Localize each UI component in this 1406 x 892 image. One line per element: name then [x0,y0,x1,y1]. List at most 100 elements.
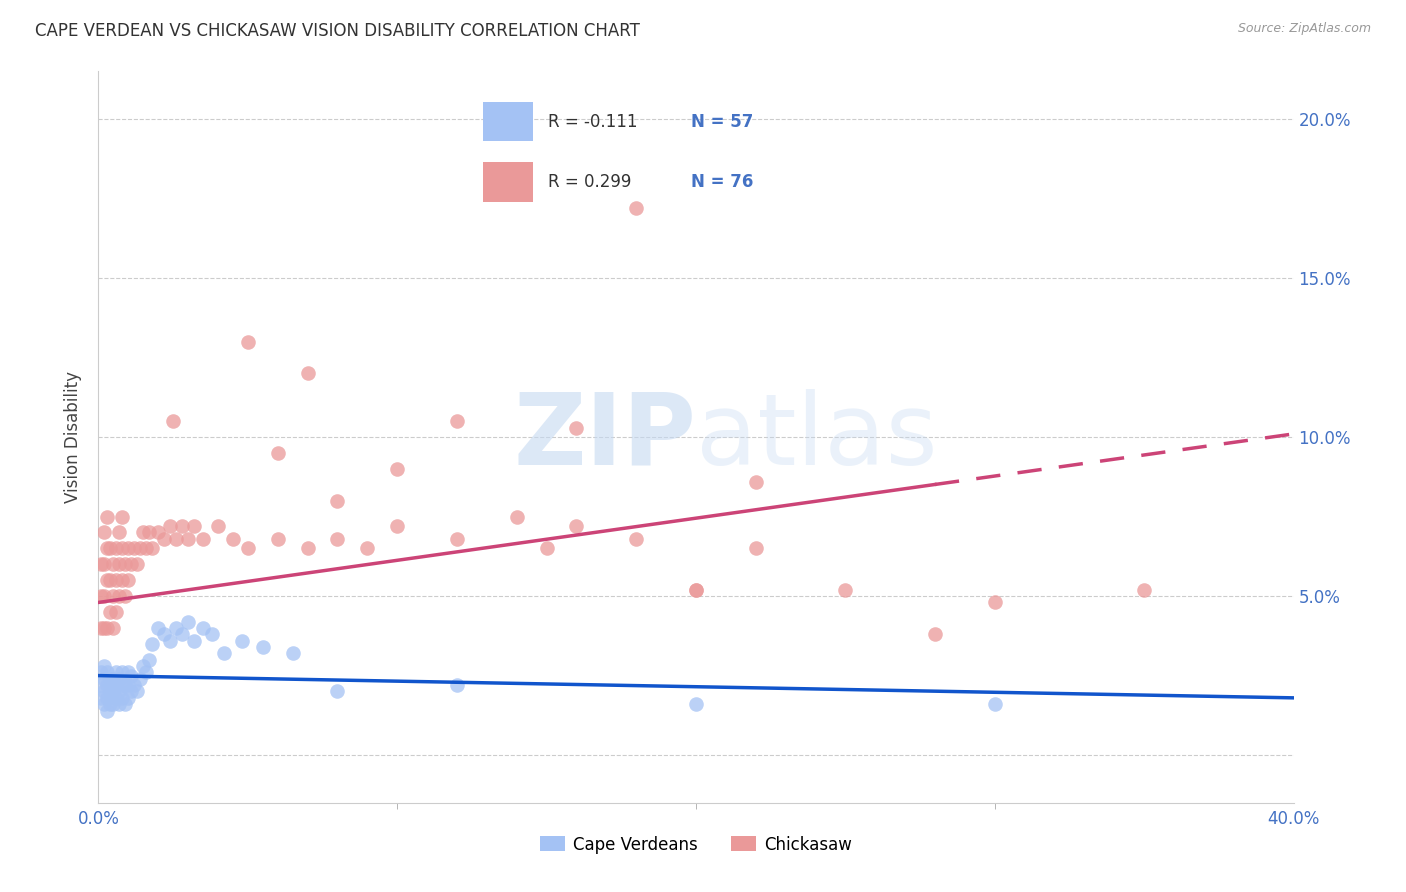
Point [212,646,235,660]
Point [446,414,468,428]
Point [90,678,112,692]
Point [326,684,349,698]
Point [129,672,152,686]
Point [536,541,558,556]
Point [111,665,134,680]
Point [127,684,149,698]
Point [111,690,134,705]
Point [96,573,118,587]
Point [108,697,131,711]
Point [132,525,155,540]
Point [297,541,319,556]
Point [103,558,125,572]
Point [326,493,349,508]
Text: CAPE VERDEAN VS CHICKASAW VISION DISABILITY CORRELATION CHART: CAPE VERDEAN VS CHICKASAW VISION DISABIL… [35,22,640,40]
Point [111,509,134,524]
Point [127,558,149,572]
Point [236,334,259,349]
Point [93,589,115,603]
Point [96,665,118,680]
Point [93,525,115,540]
Point [141,637,163,651]
Text: Source: ZipAtlas.com: Source: ZipAtlas.com [1237,22,1371,36]
Point [685,582,707,597]
Point [1133,582,1156,597]
Point [159,519,181,533]
Point [385,462,409,476]
Point [105,573,128,587]
Point [98,672,122,686]
Point [98,541,122,556]
Point [111,541,134,556]
Point [105,541,128,556]
Point [90,690,112,705]
Point [111,573,134,587]
Point [117,678,139,692]
Point [834,582,856,597]
Point [138,525,160,540]
Point [267,446,290,460]
Point [141,541,163,556]
Point [165,532,187,546]
Point [148,621,170,635]
Point [108,558,131,572]
Point [177,615,200,629]
Point [326,532,349,546]
Point [93,697,115,711]
Y-axis label: Vision Disability: Vision Disability [65,371,83,503]
Point [252,640,274,654]
Point [120,668,142,682]
Point [114,589,136,603]
Point [191,532,214,546]
Point [117,690,139,705]
Point [135,541,157,556]
Point [98,605,122,619]
Point [153,532,176,546]
Point [183,519,205,533]
Point [93,684,115,698]
Point [114,678,136,692]
Point [108,672,131,686]
Point [96,678,118,692]
Point [105,665,128,680]
Point [98,573,122,587]
Point [117,541,139,556]
Point [159,633,181,648]
Point [148,525,170,540]
Point [924,627,946,641]
Point [165,621,187,635]
Point [231,633,253,648]
Point [103,672,125,686]
Point [685,582,707,597]
Point [105,690,128,705]
Point [105,678,128,692]
Point [565,420,588,434]
Point [93,659,115,673]
Point [96,621,118,635]
Point [98,697,122,711]
Text: atlas: atlas [696,389,938,485]
Legend: Cape Verdeans, Chickasaw: Cape Verdeans, Chickasaw [533,829,859,860]
Point [114,697,136,711]
Point [626,532,648,546]
Point [103,697,125,711]
Point [297,367,319,381]
Point [685,697,707,711]
Point [191,621,214,635]
Point [103,589,125,603]
Point [356,541,378,556]
Point [114,558,136,572]
Point [267,532,290,546]
Point [120,684,142,698]
Point [626,201,648,215]
Point [183,633,205,648]
Point [90,589,112,603]
Point [207,519,229,533]
Point [506,509,529,524]
Point [120,558,142,572]
Text: ZIP: ZIP [513,389,696,485]
Point [135,665,157,680]
Point [201,627,224,641]
Point [446,532,468,546]
Point [745,475,768,489]
